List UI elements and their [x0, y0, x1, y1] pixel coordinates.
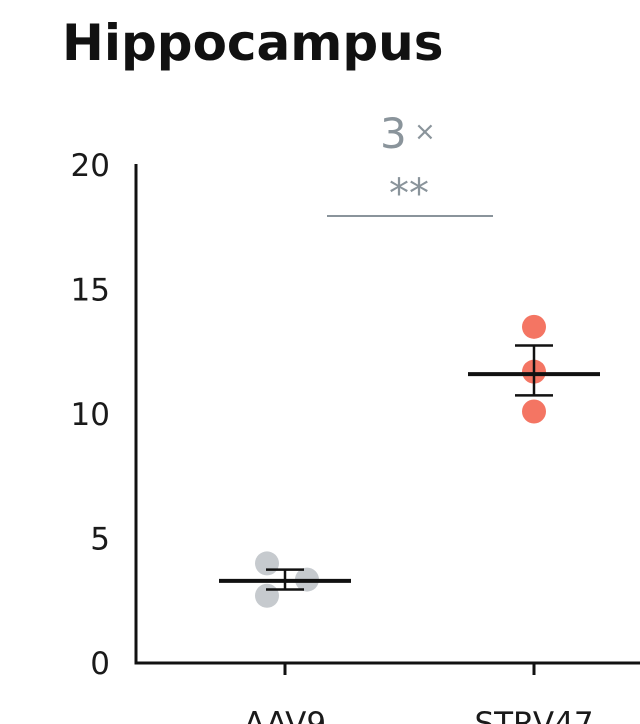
significance-annotation: 3 × ** [327, 109, 493, 217]
data-point [522, 314, 546, 339]
x-category-label: AAV9 [244, 706, 326, 724]
chart-title: Hippocampus [62, 14, 444, 72]
data-point [255, 583, 279, 608]
fold-change-label: 3 [380, 109, 407, 158]
y-tick-label: 0 [90, 646, 110, 682]
axes [134, 164, 640, 675]
significance-label: ** [389, 171, 429, 217]
data-point [522, 399, 546, 424]
y-tick-labels: 0 5 10 15 20 [71, 148, 110, 682]
y-tick-label: 15 [71, 273, 110, 309]
fold-change-suffix: × [414, 117, 436, 147]
x-category-labels: AAV9 STRV47 [244, 706, 594, 724]
y-tick-label: 5 [90, 522, 110, 558]
y-tick-label: 20 [71, 148, 110, 184]
grid-lines [136, 163, 640, 540]
data-series [219, 314, 600, 608]
y-tick-label: 10 [71, 397, 110, 433]
x-category-label: STRV47 [474, 706, 593, 724]
data-point [255, 551, 279, 576]
